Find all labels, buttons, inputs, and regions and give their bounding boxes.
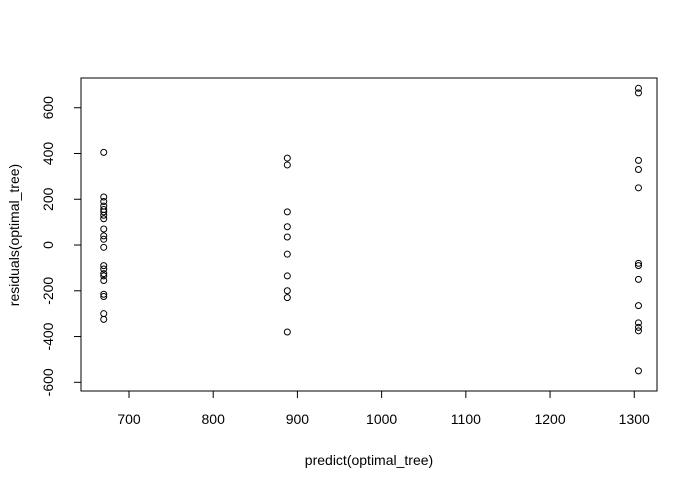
data-point [283, 223, 291, 231]
data-point [100, 310, 108, 318]
data-point [100, 148, 108, 156]
y-tick-label: 400 [40, 142, 56, 166]
data-point [100, 315, 108, 323]
data-point [634, 302, 642, 310]
data-point [100, 193, 108, 201]
x-axis-title: predict(optimal_tree) [305, 452, 433, 468]
data-point [100, 215, 108, 223]
data-point [283, 294, 291, 302]
data-point [634, 262, 642, 270]
data-point [100, 290, 108, 298]
data-point [283, 287, 291, 295]
plot-box [80, 77, 658, 392]
y-tick-label: 200 [40, 187, 56, 211]
x-axis: 700 800 900 1000 1100 1200 1300 [117, 390, 650, 427]
data-point [283, 154, 291, 162]
data-point [634, 327, 642, 335]
data-point [100, 272, 108, 280]
x-tick-label: 900 [286, 411, 310, 427]
y-tick-label: 600 [40, 96, 56, 120]
data-point [283, 250, 291, 258]
data-point [634, 156, 642, 164]
data-point [283, 328, 291, 336]
x-tick-label: 1200 [534, 411, 565, 427]
data-point [634, 323, 642, 331]
x-tick-label: 1100 [451, 411, 481, 427]
data-point [283, 233, 291, 241]
data-point [100, 243, 108, 251]
data-point [100, 232, 108, 240]
data-point [634, 367, 642, 375]
y-axis: -600 -400 -200 0 200 400 600 [40, 96, 82, 396]
data-point [634, 319, 642, 327]
data-point [634, 259, 642, 267]
data-point [100, 262, 108, 270]
data-point [283, 161, 291, 169]
data-points [100, 84, 642, 375]
data-point [100, 276, 108, 284]
data-point [634, 89, 642, 97]
data-point [100, 235, 108, 243]
y-tick-label: -600 [40, 368, 56, 396]
y-tick-label: 0 [40, 241, 56, 249]
y-tick-label: -400 [40, 322, 56, 350]
x-tick-label: 800 [202, 411, 226, 427]
data-point [100, 208, 108, 216]
data-point [634, 275, 642, 283]
data-point [634, 184, 642, 192]
data-point [100, 225, 108, 233]
data-point [634, 166, 642, 174]
data-point [634, 84, 642, 92]
data-point [100, 211, 108, 219]
data-point [100, 293, 108, 301]
y-tick-label: -200 [40, 277, 56, 305]
data-point [100, 270, 108, 278]
data-point [100, 265, 108, 273]
y-axis-title: residuals(optimal_tree) [6, 164, 22, 306]
data-point [100, 198, 108, 206]
x-tick-label: 1000 [366, 411, 397, 427]
data-point [283, 208, 291, 216]
data-point [283, 272, 291, 280]
x-tick-label: 1300 [619, 411, 650, 427]
x-tick-label: 700 [117, 411, 141, 427]
